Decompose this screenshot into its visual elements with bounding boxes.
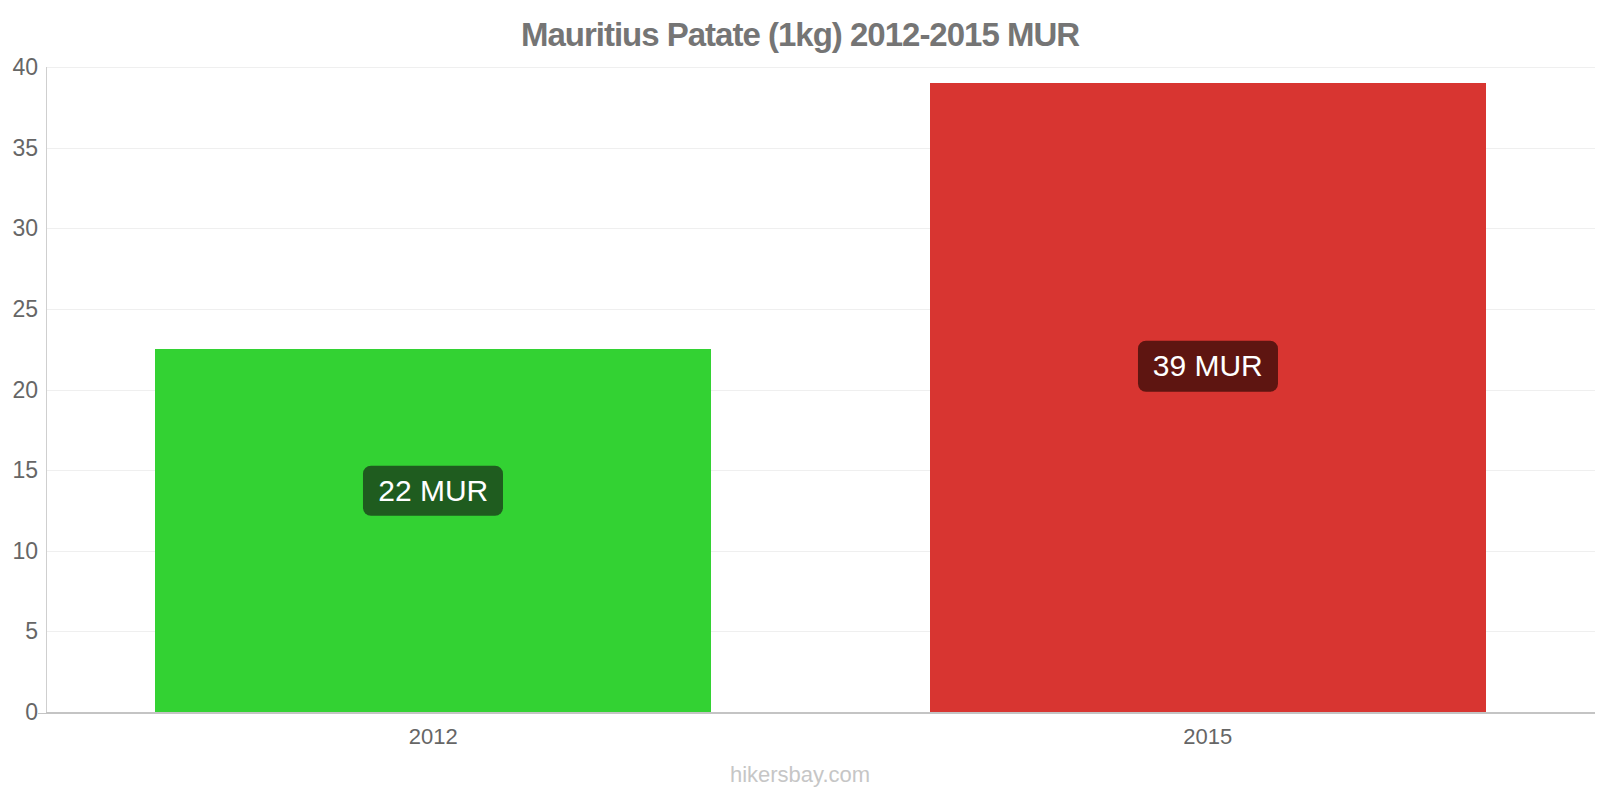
watermark-link[interactable]: hikersbay.com (0, 762, 1600, 788)
x-axis-line (46, 712, 1595, 714)
grid-line-40 (46, 67, 1595, 68)
bar-value-label-2015: 39 MUR (1138, 341, 1278, 392)
y-axis-tick-label-20: 20 (0, 378, 38, 401)
price-bar-chart: Mauritius Patate (1kg) 2012-2015 MUR 0 5 1… (0, 0, 1600, 800)
x-axis-category-label-2012: 2012 (409, 724, 458, 750)
bar-value-label-2012: 22 MUR (363, 465, 503, 516)
y-axis-tick-label-25: 25 (0, 297, 38, 320)
y-axis-line (46, 67, 47, 712)
y-axis-tick-label-0: 0 (0, 701, 38, 724)
x-axis-category-label-2015: 2015 (1183, 724, 1232, 750)
x-axis-zero-tick (38, 713, 46, 714)
y-axis-tick-label-30: 30 (0, 217, 38, 240)
bar-2015 (930, 83, 1486, 712)
y-axis-tick-label-35: 35 (0, 136, 38, 159)
y-axis-tick-label-10: 10 (0, 539, 38, 562)
y-axis-tick-label-40: 40 (0, 56, 38, 79)
chart-title: Mauritius Patate (1kg) 2012-2015 MUR (0, 16, 1600, 54)
y-axis-tick-label-15: 15 (0, 459, 38, 482)
y-axis-tick-label-5: 5 (0, 620, 38, 643)
bar-2012 (155, 349, 711, 712)
